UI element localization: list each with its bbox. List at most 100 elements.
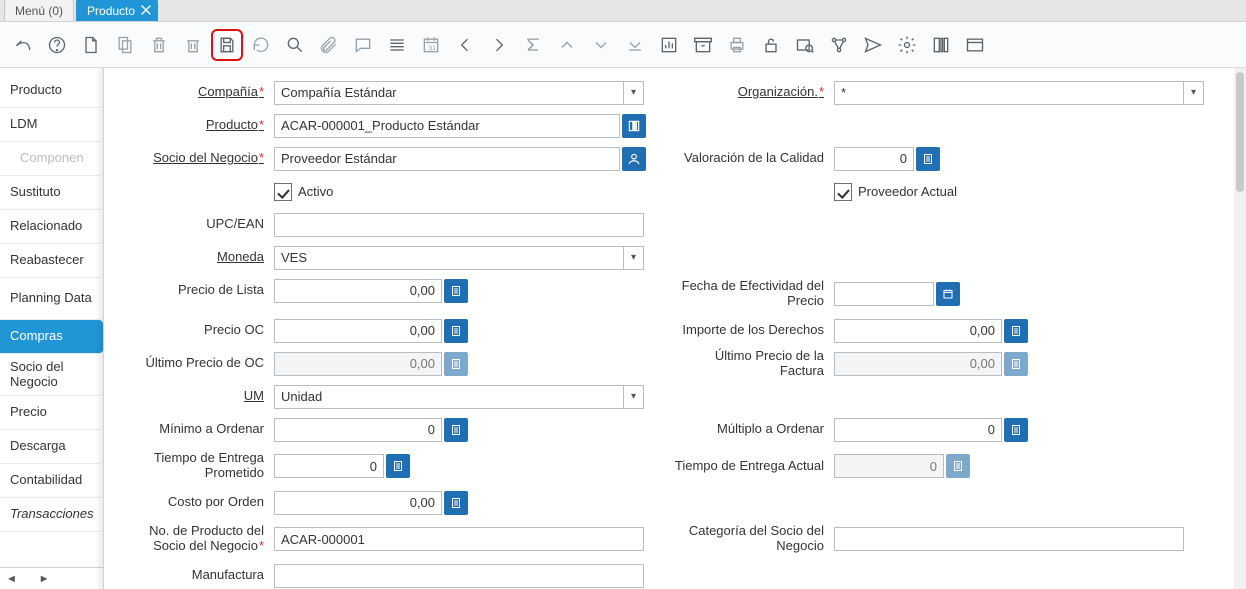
- label-costo-orden: Costo por Orden: [134, 495, 274, 510]
- last-icon[interactable]: [622, 32, 648, 58]
- calendar-icon[interactable]: 31: [418, 32, 444, 58]
- customize-icon[interactable]: [962, 32, 988, 58]
- report-icon[interactable]: [656, 32, 682, 58]
- checkbox-activo[interactable]: Activo: [274, 183, 333, 201]
- field-socio[interactable]: [274, 147, 620, 171]
- checkbox-proveedor-actual[interactable]: Proveedor Actual: [834, 183, 957, 201]
- sidetab-label: Componen: [20, 151, 84, 166]
- field-um[interactable]: Unidad ▾: [274, 385, 644, 409]
- copy-icon[interactable]: [112, 32, 138, 58]
- field-multiplo-ordenar[interactable]: [834, 418, 1002, 442]
- grid-toggle-icon[interactable]: [384, 32, 410, 58]
- calc-icon[interactable]: [916, 147, 940, 171]
- scroll-thumb[interactable]: [1236, 72, 1244, 192]
- search-icon[interactable]: [282, 32, 308, 58]
- field-fecha-efectividad[interactable]: [834, 282, 934, 306]
- check-icon: [274, 183, 292, 201]
- calc-icon[interactable]: [1004, 319, 1028, 343]
- label-precio-lista: Precio de Lista: [134, 283, 274, 298]
- field-upcean[interactable]: [274, 213, 644, 237]
- calc-icon[interactable]: [444, 279, 468, 303]
- close-icon[interactable]: [139, 3, 153, 17]
- sidetab-socio-negocio[interactable]: Socio del Negocio: [0, 354, 103, 396]
- undo-icon[interactable]: [10, 32, 36, 58]
- lock-icon[interactable]: [758, 32, 784, 58]
- window-tab-producto[interactable]: Producto: [76, 0, 158, 21]
- calc-icon[interactable]: [386, 454, 410, 478]
- workflow-icon[interactable]: [826, 32, 852, 58]
- label-moneda[interactable]: Moneda: [134, 250, 274, 265]
- field-precio-lista[interactable]: [274, 279, 442, 303]
- calc-icon[interactable]: [444, 491, 468, 515]
- sidetabs-scroll-right[interactable]: ►: [39, 573, 50, 585]
- sidetab-planning-data[interactable]: Planning Data: [0, 278, 103, 320]
- sidetab-sustituto[interactable]: Sustituto: [0, 176, 103, 210]
- next-icon[interactable]: [486, 32, 512, 58]
- sidetabs-scroll-left[interactable]: ◄: [6, 573, 17, 585]
- field-precio-oc[interactable]: [274, 319, 442, 343]
- calc-icon[interactable]: [444, 418, 468, 442]
- field-moneda[interactable]: VES ▾: [274, 246, 644, 270]
- field-no-producto-socio[interactable]: [274, 527, 644, 551]
- field-minimo-ordenar[interactable]: [274, 418, 442, 442]
- request-icon[interactable]: [860, 32, 886, 58]
- archive-icon[interactable]: [690, 32, 716, 58]
- sidetabs-scroll[interactable]: ◄ ►: [0, 567, 103, 589]
- window-tab-menu[interactable]: Menú (0): [4, 0, 74, 21]
- calendar-picker-icon[interactable]: [936, 282, 960, 306]
- gear-icon[interactable]: [894, 32, 920, 58]
- chevron-down-icon[interactable]: ▾: [623, 82, 643, 104]
- new-icon[interactable]: [78, 32, 104, 58]
- delete-selection-icon[interactable]: [180, 32, 206, 58]
- label-organizacion[interactable]: Organización.: [674, 85, 834, 100]
- field-producto[interactable]: [274, 114, 620, 138]
- refresh-icon[interactable]: [248, 32, 274, 58]
- prev-icon[interactable]: [452, 32, 478, 58]
- sidetab-producto[interactable]: Producto: [0, 74, 103, 108]
- sidetab-label: Sustituto: [10, 185, 61, 200]
- label-producto[interactable]: Producto: [134, 118, 274, 133]
- sidetab-contabilidad[interactable]: Contabilidad: [0, 464, 103, 498]
- delete-icon[interactable]: [146, 32, 172, 58]
- label-ultimo-precio-oc: Último Precio de OC: [134, 356, 274, 371]
- attachment-icon[interactable]: [316, 32, 342, 58]
- field-organizacion[interactable]: * ▾: [834, 81, 1204, 105]
- zoom-across-icon[interactable]: [792, 32, 818, 58]
- chevron-down-icon[interactable]: ▾: [1183, 82, 1203, 104]
- window-tabstrip: Menú (0) Producto: [0, 0, 1246, 22]
- field-manufactura[interactable]: [274, 564, 644, 588]
- calc-icon[interactable]: [444, 319, 468, 343]
- sidetab-reabastecer[interactable]: Reabastecer: [0, 244, 103, 278]
- product-info-icon[interactable]: [928, 32, 954, 58]
- field-tiempo-prometido[interactable]: [274, 454, 384, 478]
- sidetab-precio[interactable]: Precio: [0, 396, 103, 430]
- field-valoracion-calidad[interactable]: [834, 147, 914, 171]
- calc-icon[interactable]: [1004, 418, 1028, 442]
- sidetab-compras[interactable]: Compras: [0, 320, 103, 354]
- field-costo-orden[interactable]: [274, 491, 442, 515]
- label-socio[interactable]: Socio del Negocio: [134, 151, 274, 166]
- sidetab-descarga[interactable]: Descarga: [0, 430, 103, 464]
- sidetab-ldm[interactable]: LDM: [0, 108, 103, 142]
- form-scroll[interactable]: Compañía Compañía Estándar ▾ Organizació…: [104, 68, 1246, 589]
- label-compania[interactable]: Compañía: [134, 85, 274, 100]
- help-icon[interactable]: [44, 32, 70, 58]
- vertical-scrollbar[interactable]: [1234, 68, 1246, 589]
- sidetab-transacciones[interactable]: Transacciones: [0, 498, 103, 532]
- chevron-down-icon[interactable]: ▾: [623, 386, 643, 408]
- bpartner-lookup-icon[interactable]: [622, 147, 646, 171]
- field-categoria-socio[interactable]: [834, 527, 1184, 551]
- print-icon[interactable]: [724, 32, 750, 58]
- label-um[interactable]: UM: [134, 389, 274, 404]
- first-icon[interactable]: [520, 32, 546, 58]
- field-importe-derechos[interactable]: [834, 319, 1002, 343]
- save-icon[interactable]: [214, 32, 240, 58]
- detail-down-icon[interactable]: [588, 32, 614, 58]
- product-lookup-icon[interactable]: [622, 114, 646, 138]
- chat-icon[interactable]: [350, 32, 376, 58]
- sidetab-relacionado[interactable]: Relacionado: [0, 210, 103, 244]
- parent-up-icon[interactable]: [554, 32, 580, 58]
- chevron-down-icon[interactable]: ▾: [623, 247, 643, 269]
- field-compania[interactable]: Compañía Estándar ▾: [274, 81, 644, 105]
- field-tiempo-actual: [834, 454, 944, 478]
